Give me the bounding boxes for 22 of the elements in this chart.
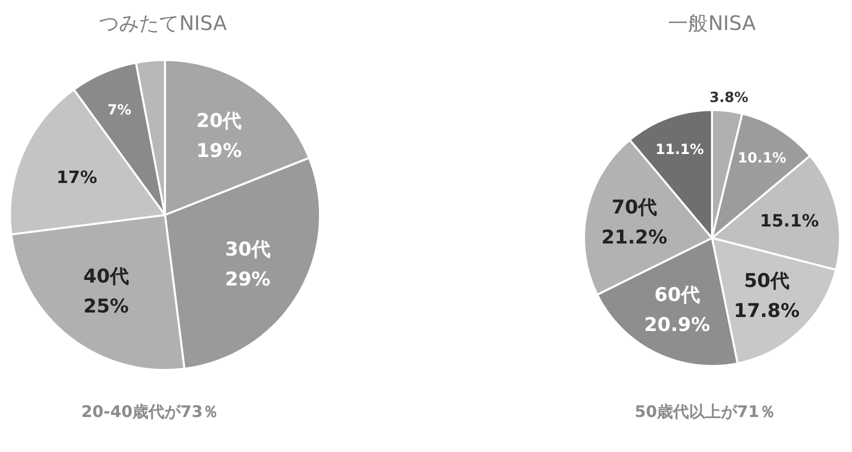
text: 50歳代以上が71％ [634,402,776,421]
slice-label: 60代 [654,284,700,306]
data-label: 20.9% [644,314,710,336]
data-label: 3.8% [710,90,748,106]
data-label: 17.8% [734,300,800,322]
data-label: 15.1% [760,211,819,232]
slice-label: 70代 [612,196,658,218]
slice-label: 40代 [83,266,129,288]
data-label: 19% [196,140,242,162]
data-label: 29% [224,268,270,291]
data-label: 25% [83,296,129,318]
data-label: 10.1% [738,150,786,166]
data-label: 7% [108,102,132,119]
chart-title: つみたてNISA [99,11,228,35]
data-label: 11.1% [655,142,704,158]
text: 20-40歳代が73％ [81,402,219,421]
data-label: 21.2% [601,226,668,248]
slice-label: 50代 [744,270,790,292]
slice-label: 30代 [224,238,270,261]
chart-title: 一般NISA [668,11,756,35]
data-label: 17% [56,168,98,188]
slice-label: 20代 [196,110,242,132]
